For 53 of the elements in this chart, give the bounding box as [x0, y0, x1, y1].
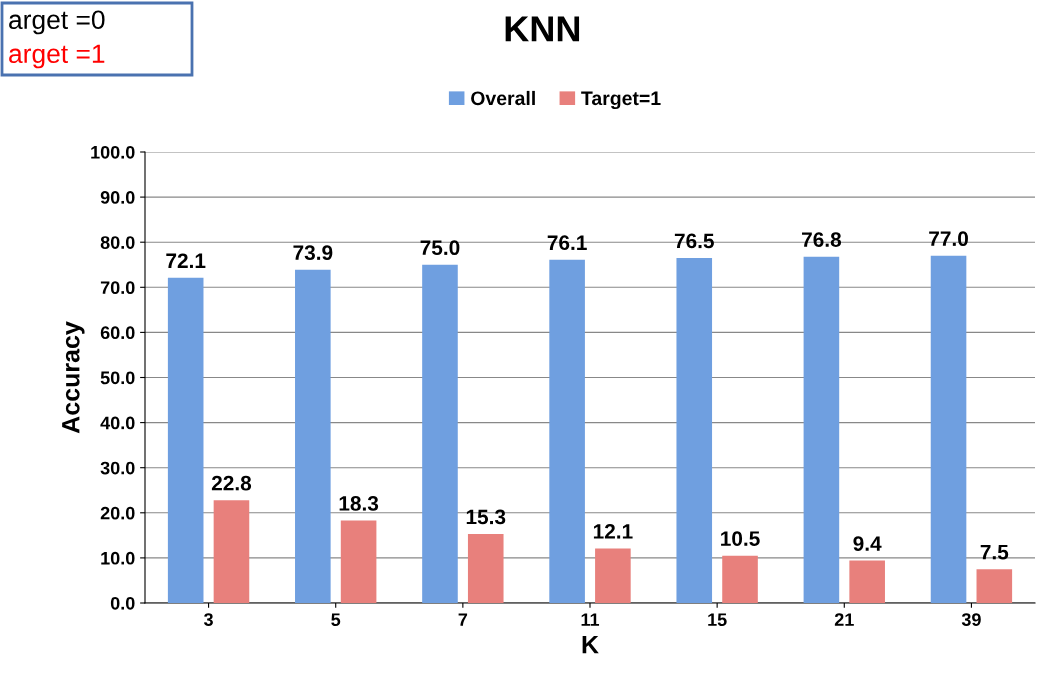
y-tick-label: 70.0 [100, 281, 135, 295]
data-label: 77.0 [929, 231, 968, 247]
bar [849, 560, 885, 603]
bar [595, 548, 631, 603]
bar [722, 555, 758, 603]
text: arget =0 [9, 10, 105, 35]
x-tick-label: 7 [458, 613, 468, 626]
bar [549, 259, 585, 603]
data-label: 7.5 [980, 544, 1009, 560]
bar [422, 264, 458, 603]
bar [467, 534, 504, 603]
y-tick-label: 30.0 [100, 461, 135, 475]
data-label: 73.9 [293, 245, 333, 261]
y-tick-label: 100.0 [91, 145, 135, 159]
bar [167, 277, 204, 603]
data-label: 76.5 [674, 233, 714, 249]
y-tick-label: 60.0 [100, 326, 135, 340]
data-label: 22.8 [211, 475, 252, 491]
x-tick-label: 21 [834, 613, 854, 626]
bar [340, 520, 377, 603]
x-tick-label: 3 [203, 613, 213, 627]
data-label: 18.3 [339, 496, 379, 511]
legend-label: Target=1 [581, 91, 661, 110]
y-tick-label: 80.0 [100, 236, 135, 249]
bar [213, 500, 250, 603]
bar [930, 255, 967, 603]
x-tick-label: 5 [331, 613, 341, 626]
x-tick-label: 39 [961, 613, 981, 627]
data-label: 10.5 [721, 531, 760, 546]
data-label: 72.1 [166, 253, 206, 268]
y-tick-label: 20.0 [100, 506, 135, 520]
data-label: 76.1 [547, 235, 587, 251]
y-tick-label: 40.0 [100, 416, 135, 430]
bar [676, 257, 713, 603]
chart-title: KNN [505, 16, 580, 42]
text: arget =1 [9, 44, 105, 69]
data-label: 9.4 [853, 536, 882, 551]
bar [803, 256, 840, 603]
data-label: 75.0 [420, 240, 460, 256]
data-label: 12.1 [593, 524, 633, 539]
x-tick-label: 15 [708, 613, 727, 626]
y-tick-label: 90.0 [100, 191, 135, 204]
y-tick-label: 0.0 [110, 596, 135, 610]
data-label: 76.8 [802, 232, 842, 247]
x-axis-title: K [582, 636, 599, 654]
data-label: 15.3 [466, 509, 506, 525]
y-axis-title: Accuracy [62, 321, 85, 434]
y-tick-label: 10.0 [101, 551, 135, 565]
legend-label: Overall [471, 90, 535, 106]
bar [976, 569, 1013, 603]
bar [295, 269, 331, 603]
y-tick-label: 50.0 [100, 371, 135, 385]
x-tick-label: 11 [581, 613, 600, 626]
